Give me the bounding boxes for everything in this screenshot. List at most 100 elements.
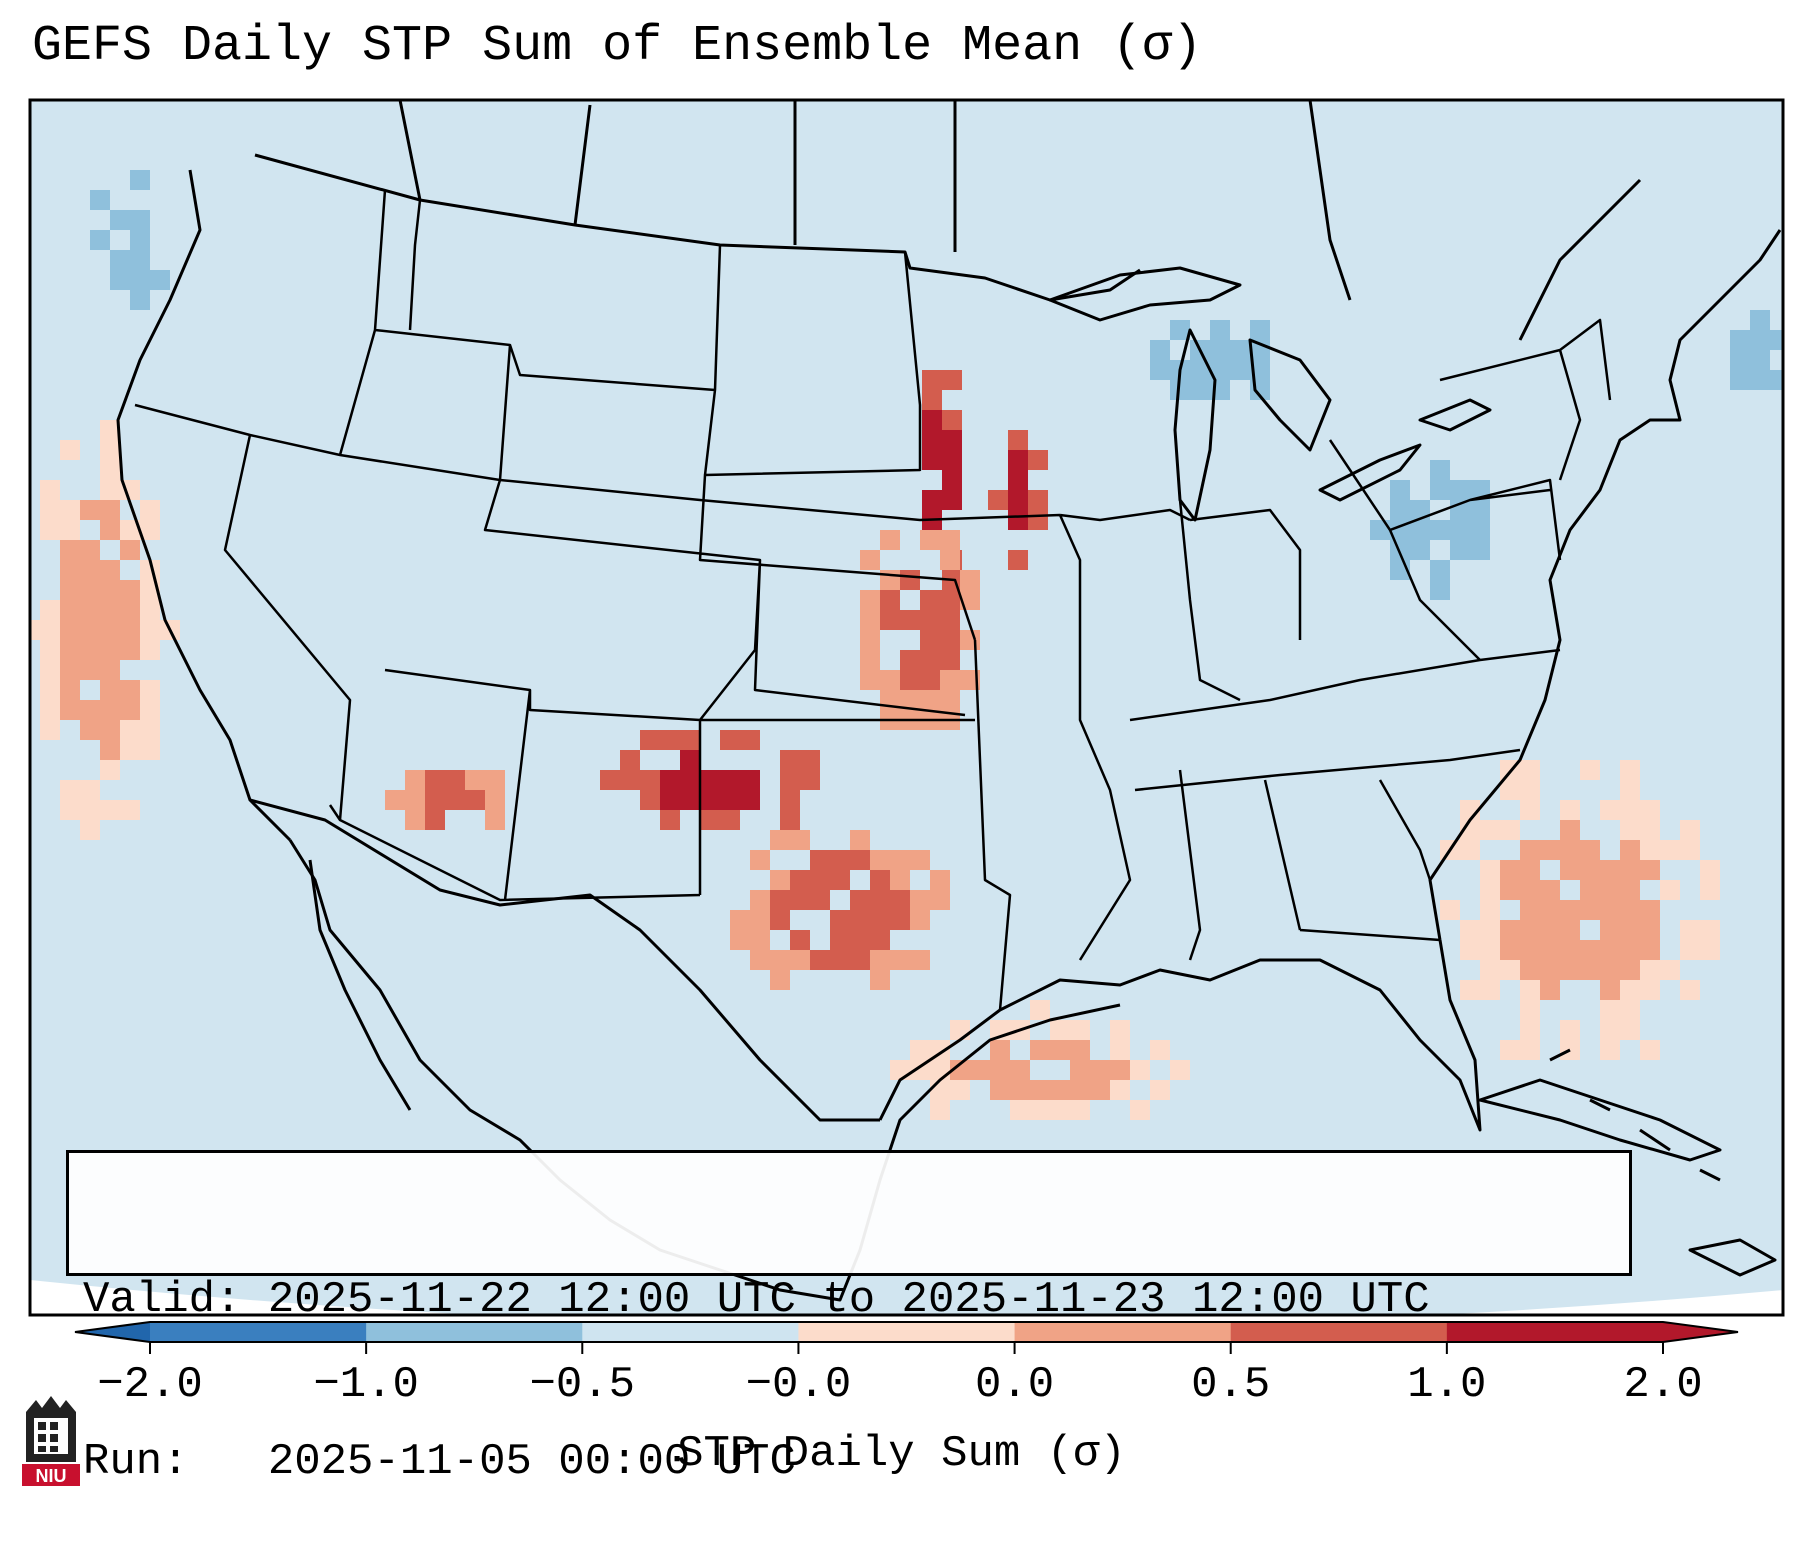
geographic-outlines xyxy=(116,100,1782,1302)
anomaly-cell xyxy=(1460,840,1480,860)
anomaly-cell xyxy=(1480,980,1500,1000)
anomaly-cell xyxy=(1640,900,1660,920)
anomaly-cell xyxy=(40,640,60,660)
us-mexico-border xyxy=(249,798,880,1122)
anomaly-cell xyxy=(1520,840,1540,860)
anomaly-cell xyxy=(920,630,940,650)
anomaly-cell xyxy=(850,950,870,970)
anomaly-cell xyxy=(40,600,60,620)
anomaly-cell xyxy=(740,790,760,810)
anomaly-cell xyxy=(1520,860,1540,880)
anomaly-cell xyxy=(1190,380,1210,400)
anomaly-cell xyxy=(870,930,890,950)
anomaly-cell xyxy=(1750,350,1770,370)
anomaly-cell xyxy=(485,810,505,830)
colorbar-tick-label: 2.0 xyxy=(1623,1360,1702,1410)
anomaly-cell xyxy=(930,890,950,910)
anomaly-cell xyxy=(465,790,485,810)
anomaly-cell xyxy=(922,430,942,450)
anomaly-cell xyxy=(1600,800,1620,820)
chart-title: GEFS Daily STP Sum of Ensemble Mean (σ) xyxy=(32,18,1203,75)
anomaly-cell xyxy=(1070,1040,1090,1060)
anomaly-cell xyxy=(1110,1020,1130,1040)
anomaly-cell xyxy=(30,620,40,640)
anomaly-cell xyxy=(850,830,870,850)
anomaly-cell xyxy=(80,820,100,840)
anomaly-cell xyxy=(800,770,820,790)
colorbar-segment xyxy=(1446,1322,1664,1342)
anomaly-cell xyxy=(1230,340,1250,360)
anomaly-cell xyxy=(780,750,800,770)
anomaly-cell xyxy=(1390,540,1410,560)
anomaly-cell xyxy=(890,890,910,910)
anomaly-cell xyxy=(100,500,120,520)
anomaly-cell xyxy=(922,490,942,510)
anomaly-cell xyxy=(770,830,790,850)
anomaly-cell xyxy=(720,770,740,790)
anomaly-cell xyxy=(850,910,870,930)
anomaly-cell xyxy=(60,620,80,640)
anomaly-cell xyxy=(1640,1040,1660,1060)
anomaly-cell xyxy=(385,790,405,810)
anomaly-cell xyxy=(1750,330,1770,350)
anomaly-cell xyxy=(1700,920,1720,940)
gulf-coast xyxy=(878,939,1482,1132)
anomaly-cell xyxy=(60,560,80,580)
anomaly-cell xyxy=(80,500,100,520)
anomaly-cell xyxy=(1480,940,1500,960)
colorbar-tick-label: −2.0 xyxy=(97,1360,203,1410)
anomaly-cell xyxy=(1500,880,1520,900)
anomaly-cell xyxy=(1620,900,1640,920)
anomaly-cell xyxy=(1430,480,1450,500)
anomaly-cell xyxy=(1560,920,1580,940)
anomaly-cell xyxy=(900,570,920,590)
anomaly-cell xyxy=(130,290,150,310)
anomaly-cell xyxy=(1750,370,1770,390)
anomaly-cell xyxy=(640,790,660,810)
anomaly-cell xyxy=(940,650,960,670)
anomaly-cell xyxy=(810,890,830,910)
anomaly-cell xyxy=(140,500,160,520)
colorbar-tick-label: 0.0 xyxy=(975,1360,1054,1410)
anomaly-cell xyxy=(140,720,160,740)
anomaly-cell xyxy=(1480,820,1500,840)
anomaly-cell xyxy=(90,230,110,250)
anomaly-cell xyxy=(922,450,942,470)
anomaly-cell xyxy=(720,730,740,750)
anomaly-cell xyxy=(1700,860,1720,880)
anomaly-cell xyxy=(1540,980,1560,1000)
anomaly-cell xyxy=(700,770,720,790)
anomaly-cell xyxy=(770,950,790,970)
anomaly-cell xyxy=(1600,900,1620,920)
anomaly-cell xyxy=(880,670,900,690)
colorbar-segment xyxy=(582,1322,799,1342)
anomaly-cell xyxy=(1030,1040,1050,1060)
colorbar: −2.0 −1.0 −0.5 −0.0 0.0 0.5 1.0 2.0 xyxy=(74,1321,1739,1410)
anomaly-cell xyxy=(720,810,740,830)
anomaly-cell xyxy=(920,530,940,550)
anomaly-cell xyxy=(80,660,100,680)
anomaly-cell xyxy=(60,600,80,620)
valid-line: Valid: 2025-11-22 12:00 UTC to 2025-11-2… xyxy=(83,1273,1615,1327)
anomaly-cell xyxy=(1560,860,1580,880)
valid-label: Valid: xyxy=(83,1275,242,1325)
anomaly-cell xyxy=(750,850,770,870)
anomaly-cell xyxy=(1660,880,1680,900)
anomaly-cell xyxy=(942,430,962,450)
anomaly-cell xyxy=(150,270,170,290)
anomaly-cell xyxy=(1620,780,1640,800)
anomaly-cell xyxy=(1680,920,1700,940)
anomaly-cell xyxy=(860,590,880,610)
anomaly-cell xyxy=(810,850,830,870)
anomaly-cell xyxy=(1470,500,1490,520)
anomaly-cell xyxy=(730,930,750,950)
colorbar-segment xyxy=(1230,1322,1448,1342)
anomaly-cell xyxy=(1110,1080,1130,1100)
colorbar-tick-label: −1.0 xyxy=(313,1360,419,1410)
anomaly-cell xyxy=(750,930,770,950)
anomaly-cell xyxy=(1050,1040,1070,1060)
anomaly-cell xyxy=(1150,1080,1170,1100)
anomaly-cell xyxy=(100,800,120,820)
anomaly-cell xyxy=(1560,1020,1580,1040)
anomaly-cell xyxy=(660,730,680,750)
